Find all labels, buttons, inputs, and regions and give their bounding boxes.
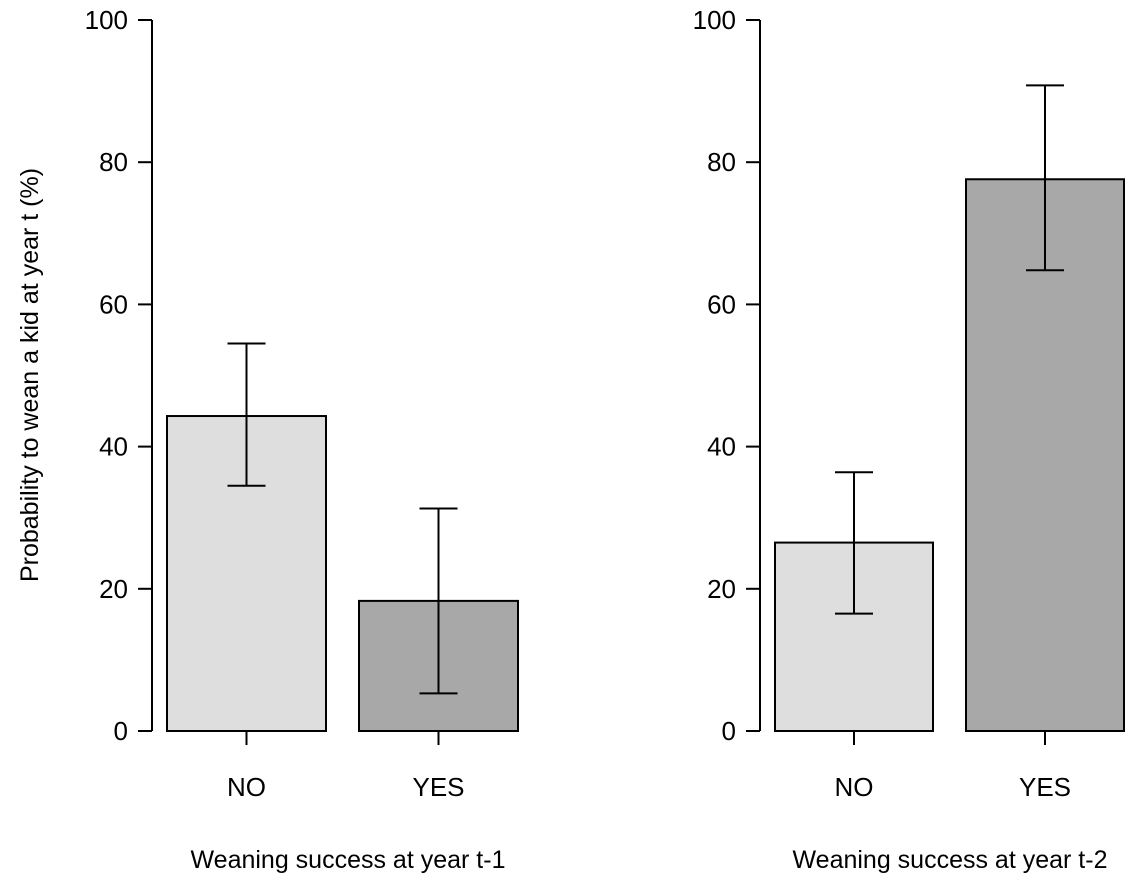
x-axis-title: Weaning success at year t-1 [191, 846, 506, 874]
x-tick-label: YES [412, 772, 464, 802]
y-tick-label: 40 [99, 432, 128, 462]
x-axis-title: Weaning success at year t-2 [793, 846, 1108, 874]
panel-left: 0 20 40 60 80 100 NO YES Weaning success at year… [16, 5, 519, 874]
y-tick-label: 80 [707, 147, 736, 177]
y-tick-label: 60 [707, 289, 736, 319]
x-tick-label: NO [835, 772, 874, 802]
y-tick-label: 20 [99, 574, 128, 604]
y-tick-label: 20 [707, 574, 736, 604]
panel-right: 0 20 40 60 80 100 NO YES Weaning success at year… [693, 5, 1125, 874]
y-tick-label: 100 [693, 5, 736, 35]
y-tick-label: 0 [114, 716, 128, 746]
y-tick-label: 0 [722, 716, 736, 746]
y-tick-label: 40 [707, 432, 736, 462]
y-tick-label: 100 [85, 5, 128, 35]
y-axis-title: Probability to wean a kid at year t (%) [16, 168, 44, 582]
y-tick-label: 80 [99, 147, 128, 177]
y-tick-label: 60 [99, 289, 128, 319]
x-tick-label: YES [1019, 772, 1071, 802]
x-tick-label: NO [227, 772, 266, 802]
